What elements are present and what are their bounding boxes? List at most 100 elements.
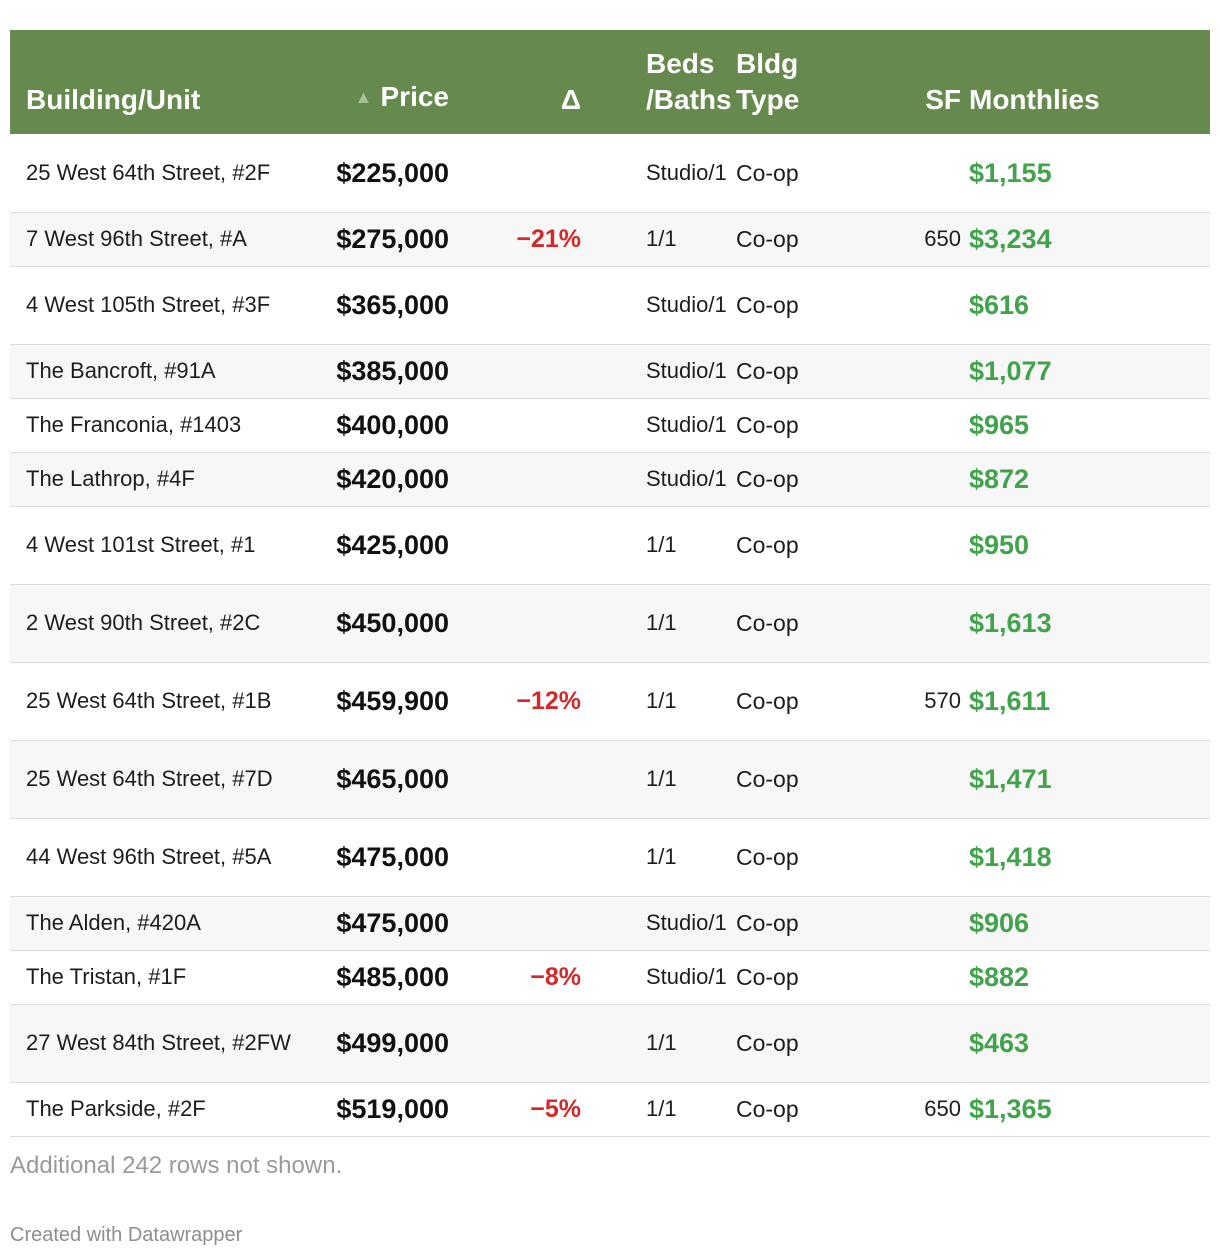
column-header-monthlies[interactable]: Monthlies [961, 30, 1210, 134]
cell-building: 27 West 84th Street, #2FW [26, 1030, 291, 1055]
cell-price-change [449, 344, 581, 398]
table-row: The Tristan, #1F $485,000 −8% Studio/1 Co-op… [10, 950, 1210, 1004]
cell-building-type: Co-op [736, 1096, 799, 1122]
cell-building-type: Co-op [736, 292, 799, 318]
cell-price-change [449, 398, 581, 452]
header-row: Building/Unit ▲ Price Δ Beds /Baths Bldg … [10, 30, 1210, 134]
column-header-sf[interactable]: SF [869, 30, 961, 134]
cell-building: 4 West 101st Street, #1 [26, 532, 256, 557]
cell-square-feet [869, 818, 961, 896]
cell-beds-baths: 1/1 [646, 1030, 677, 1055]
cell-building-type: Co-op [736, 226, 799, 252]
cell-price: $420,000 [336, 464, 449, 494]
column-header-price[interactable]: ▲ Price [307, 30, 449, 134]
cell-monthlies: $1,418 [969, 842, 1052, 872]
cell-building: The Bancroft, #91A [26, 358, 216, 383]
cell-price-change [449, 818, 581, 896]
cell-price: $519,000 [336, 1094, 449, 1124]
cell-price-change [449, 584, 581, 662]
cell-beds-baths: 1/1 [646, 688, 677, 713]
table-row: The Parkside, #2F $519,000 −5% 1/1 Co-op 650 $… [10, 1082, 1210, 1136]
cell-building-type: Co-op [736, 910, 799, 936]
cell-monthlies: $1,077 [969, 356, 1052, 386]
cell-monthlies: $950 [969, 530, 1030, 560]
cell-price-change: −12% [516, 687, 581, 715]
cell-building: 7 West 96th Street, #A [26, 226, 247, 251]
cell-building-type: Co-op [736, 466, 799, 492]
table-row: 25 West 64th Street, #1B $459,900 −12% 1/1 C… [10, 662, 1210, 740]
cell-building: 25 West 64th Street, #2F [26, 159, 271, 185]
cell-price: $475,000 [336, 908, 449, 938]
column-header-monthlies-label: Monthlies [969, 84, 1100, 115]
cell-beds-baths: 1/1 [646, 610, 677, 635]
cell-beds-baths: 1/1 [646, 1096, 677, 1121]
column-header-type-label: Type [736, 84, 800, 115]
cell-monthlies: $882 [969, 962, 1030, 992]
datawrapper-credit: Created with Datawrapper [10, 1224, 243, 1246]
cell-monthlies: $872 [969, 464, 1030, 494]
cell-beds-baths: 1/1 [646, 226, 677, 251]
cell-square-feet [869, 398, 961, 452]
column-header-beds-baths[interactable]: Beds /Baths [581, 30, 736, 134]
table-row: 27 West 84th Street, #2FW $499,000 1/1 Co-o… [10, 1004, 1210, 1082]
cell-monthlies: $906 [969, 908, 1030, 938]
cell-beds-baths: Studio/1 [646, 159, 727, 185]
cell-monthlies: $1,611 [969, 686, 1051, 716]
cell-square-feet [869, 506, 961, 584]
cell-price: $485,000 [336, 962, 449, 992]
cell-price-change [449, 452, 581, 506]
table-body: 25 West 64th Street, #2F $225,000 Studio/1… [10, 134, 1210, 1136]
cell-price: $365,000 [336, 290, 449, 320]
column-header-delta[interactable]: Δ [449, 30, 581, 134]
column-header-building[interactable]: Building/Unit [10, 30, 307, 134]
table-row: The Bancroft, #91A $385,000 Studio/1 Co-op $… [10, 344, 1210, 398]
cell-beds-baths: 1/1 [646, 844, 677, 869]
cell-building-type: Co-op [736, 159, 799, 186]
column-header-building-type[interactable]: Bldg Type [736, 30, 869, 134]
cell-building: The Tristan, #1F [26, 964, 187, 989]
table-row: The Alden, #420A $475,000 Studio/1 Co-op $90… [10, 896, 1210, 950]
cell-price: $465,000 [336, 764, 449, 794]
column-header-delta-label: Δ [560, 84, 581, 115]
table-row: 4 West 101st Street, #1 $425,000 1/1 Co-op $… [10, 506, 1210, 584]
cell-square-feet [869, 1004, 961, 1082]
column-header-baths-label: /Baths [646, 84, 732, 115]
cell-beds-baths: Studio/1 [646, 466, 727, 491]
table-row: 25 West 64th Street, #7D $465,000 1/1 Co-op… [10, 740, 1210, 818]
cell-beds-baths: Studio/1 [646, 910, 727, 935]
column-header-beds-label: Beds [646, 48, 715, 79]
cell-price-change [449, 740, 581, 818]
listings-table: Building/Unit ▲ Price Δ Beds /Baths Bldg … [10, 30, 1210, 1137]
cell-monthlies: $1,155 [969, 157, 1052, 188]
column-header-building-label: Building/Unit [26, 84, 201, 115]
cell-building-type: Co-op [736, 766, 799, 792]
cell-square-feet [869, 452, 961, 506]
table-row: 44 West 96th Street, #5A $475,000 1/1 Co-op… [10, 818, 1210, 896]
table-row: 4 West 105th Street, #3F $365,000 Studio/1… [10, 266, 1210, 344]
cell-price: $450,000 [336, 608, 449, 638]
table-header: Building/Unit ▲ Price Δ Beds /Baths Bldg … [10, 30, 1210, 134]
cell-building: 25 West 64th Street, #7D [26, 766, 273, 791]
cell-price-change [449, 266, 581, 344]
cell-beds-baths: 1/1 [646, 766, 677, 791]
cell-beds-baths: Studio/1 [646, 964, 727, 989]
cell-monthlies: $1,471 [969, 764, 1052, 794]
cell-square-feet [869, 344, 961, 398]
cell-building: The Franconia, #1403 [26, 412, 242, 437]
cell-building-type: Co-op [736, 610, 799, 636]
table-row: 2 West 90th Street, #2C $450,000 1/1 Co-op $… [10, 584, 1210, 662]
table-row: The Lathrop, #4F $420,000 Studio/1 Co-op $87… [10, 452, 1210, 506]
column-header-price-label: Price [380, 81, 450, 112]
cell-square-feet: 650 [924, 226, 961, 251]
cell-price: $475,000 [336, 842, 449, 872]
cell-square-feet [869, 134, 961, 212]
table-row: 7 West 96th Street, #A $275,000 −21% 1/1 Co-… [10, 212, 1210, 266]
cell-square-feet [869, 584, 961, 662]
cell-price-change [449, 896, 581, 950]
cell-price: $425,000 [336, 530, 449, 560]
rows-not-shown-note: Additional 242 rows not shown. [10, 1152, 343, 1179]
cell-building-type: Co-op [736, 844, 799, 870]
cell-building: 25 West 64th Street, #1B [26, 688, 272, 713]
table-row: 25 West 64th Street, #2F $225,000 Studio/1… [10, 134, 1210, 212]
cell-price-change [449, 1004, 581, 1082]
